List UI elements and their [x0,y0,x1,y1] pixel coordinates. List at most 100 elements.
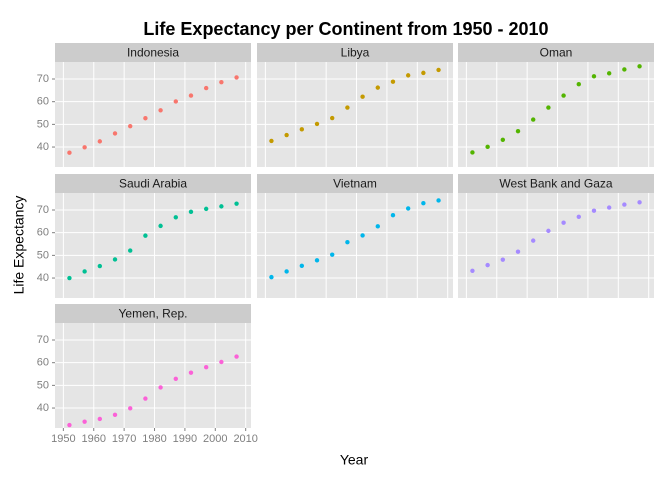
point [345,240,350,245]
strip-background [458,174,654,193]
panel-background [458,62,654,167]
point [188,93,194,98]
point [173,215,178,220]
point [67,422,72,428]
point [97,139,103,144]
point [546,105,551,110]
point [82,145,87,150]
point [128,406,133,411]
x-tick-label: 2000 [203,433,227,445]
point [97,416,103,422]
point [421,201,426,206]
point [143,233,148,238]
point [637,200,642,205]
point [622,67,627,72]
y-tick-label: 70 [37,334,49,346]
x-tick-label: 1980 [142,433,166,445]
y-tick-label: 70 [37,73,49,85]
point [188,209,194,215]
point [67,275,72,281]
point [299,263,305,268]
point [234,201,239,206]
point [515,249,521,254]
y-axis-label: Life Expectancy [11,196,27,295]
y-tick-label: 50 [37,379,49,391]
point [375,85,380,90]
point [561,220,566,225]
strip-label: Oman [540,46,573,60]
point [390,79,396,84]
point [158,385,163,390]
panel-background [55,62,251,167]
point [531,117,536,122]
point [112,412,118,418]
point [314,258,320,263]
point [234,75,239,80]
y-tick-label: 70 [37,204,49,216]
point [284,132,289,138]
point [470,150,475,155]
point [188,370,194,375]
point [436,198,441,203]
point [360,94,365,99]
point [606,71,612,76]
point [67,150,72,155]
panel-background [55,323,251,428]
point [284,269,289,274]
point [405,73,411,78]
y-tick-label: 40 [37,272,49,284]
strip-label: Libya [341,46,370,60]
strip-background [55,174,251,193]
x-tick-label: 1990 [173,433,197,445]
point [421,70,426,76]
point [591,208,597,213]
point [299,127,305,132]
point [158,223,163,229]
strip-label: West Bank and Gaza [499,177,613,191]
y-tick-label: 40 [37,141,49,153]
y-tick-label: 50 [37,118,49,130]
point [637,64,642,69]
point [515,128,521,134]
y-tick-label: 60 [37,96,49,108]
point [234,354,239,359]
y-tick-label: 40 [37,402,49,414]
strip-label: Vietnam [333,177,377,191]
point [314,121,320,127]
y-tick-label: 60 [37,357,49,369]
panel-background [257,62,453,167]
strip-background [257,43,453,62]
point [82,269,87,274]
x-tick-label: 1960 [82,433,106,445]
point [158,108,163,113]
point [485,144,490,150]
point [500,137,506,142]
point [219,204,224,209]
point [546,228,551,234]
point [112,131,118,136]
point [143,396,148,401]
strip-background [55,43,251,62]
point [203,85,209,91]
strip-background [458,43,654,62]
point [375,224,380,229]
strip-background [257,174,453,193]
x-tick-label: 2010 [233,433,257,445]
point [470,268,475,273]
point [390,213,396,218]
strip-label: Saudi Arabia [119,177,187,191]
point [330,115,335,121]
point [405,206,411,211]
strip-label: Indonesia [127,46,179,60]
point [485,262,490,268]
x-axis-label: Year [340,452,369,468]
point [269,138,274,144]
point [345,105,350,110]
point [360,233,365,238]
point [591,74,597,79]
point [203,206,209,212]
strip-background [55,304,251,323]
panel-background [458,193,654,298]
point [622,202,627,207]
